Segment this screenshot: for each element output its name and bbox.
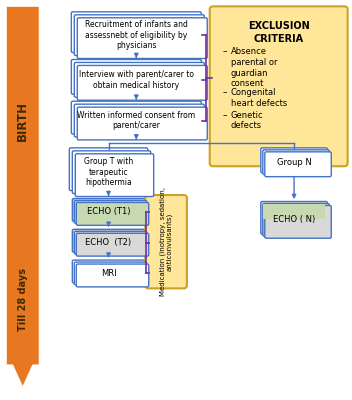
Text: Group T with
terapeutic
hipothermia: Group T with terapeutic hipothermia [84, 157, 133, 187]
FancyBboxPatch shape [72, 260, 145, 283]
Text: EXCLUSION
CRITERIA: EXCLUSION CRITERIA [248, 21, 309, 44]
FancyBboxPatch shape [76, 233, 149, 256]
FancyBboxPatch shape [74, 15, 204, 56]
FancyBboxPatch shape [69, 148, 148, 190]
Polygon shape [6, 6, 39, 387]
FancyBboxPatch shape [72, 151, 151, 194]
Text: Congenital
heart defects: Congenital heart defects [231, 88, 287, 108]
FancyBboxPatch shape [263, 204, 325, 219]
Text: MRI: MRI [101, 269, 117, 278]
Text: ECHO (T1): ECHO (T1) [87, 208, 130, 216]
FancyBboxPatch shape [261, 148, 327, 173]
Text: Interview with parent/carer to
obtain medical history: Interview with parent/carer to obtain me… [79, 70, 194, 90]
Text: Absence
parental or
guardian
consent: Absence parental or guardian consent [231, 47, 277, 88]
FancyBboxPatch shape [76, 264, 149, 287]
FancyBboxPatch shape [75, 154, 154, 196]
Text: Till 28 days: Till 28 days [18, 268, 28, 331]
FancyBboxPatch shape [265, 206, 331, 238]
FancyBboxPatch shape [74, 231, 147, 254]
FancyBboxPatch shape [76, 202, 149, 225]
FancyBboxPatch shape [263, 150, 329, 175]
Text: –: – [222, 47, 227, 56]
Text: Medication (inotropy, sedation,
anticonvulsants): Medication (inotropy, sedation, anticonv… [159, 187, 173, 296]
FancyBboxPatch shape [74, 62, 204, 97]
FancyBboxPatch shape [265, 152, 331, 177]
FancyBboxPatch shape [74, 262, 147, 285]
Text: Genetic
defects: Genetic defects [231, 111, 263, 130]
FancyBboxPatch shape [74, 104, 204, 137]
Text: ECHO  (T2): ECHO (T2) [86, 238, 132, 247]
FancyBboxPatch shape [71, 60, 201, 94]
FancyBboxPatch shape [72, 229, 145, 252]
FancyBboxPatch shape [77, 66, 207, 100]
Text: –: – [222, 111, 227, 120]
FancyBboxPatch shape [77, 107, 207, 140]
FancyBboxPatch shape [261, 202, 327, 234]
Text: BIRTH: BIRTH [16, 100, 29, 140]
FancyBboxPatch shape [263, 204, 329, 236]
FancyBboxPatch shape [71, 12, 201, 52]
Text: –: – [222, 88, 227, 97]
FancyBboxPatch shape [77, 18, 207, 58]
FancyBboxPatch shape [145, 195, 187, 288]
Text: ECHO ( N): ECHO ( N) [273, 215, 315, 224]
Text: Recruitment of infants and
assessnebt of eligibility by
physicians: Recruitment of infants and assessnebt of… [85, 20, 188, 50]
FancyBboxPatch shape [71, 101, 201, 134]
FancyBboxPatch shape [74, 200, 147, 223]
FancyBboxPatch shape [72, 198, 145, 221]
Text: Group N: Group N [277, 158, 312, 167]
FancyBboxPatch shape [210, 6, 348, 166]
Text: Written informed consent from
parent/carer: Written informed consent from parent/car… [77, 111, 195, 130]
